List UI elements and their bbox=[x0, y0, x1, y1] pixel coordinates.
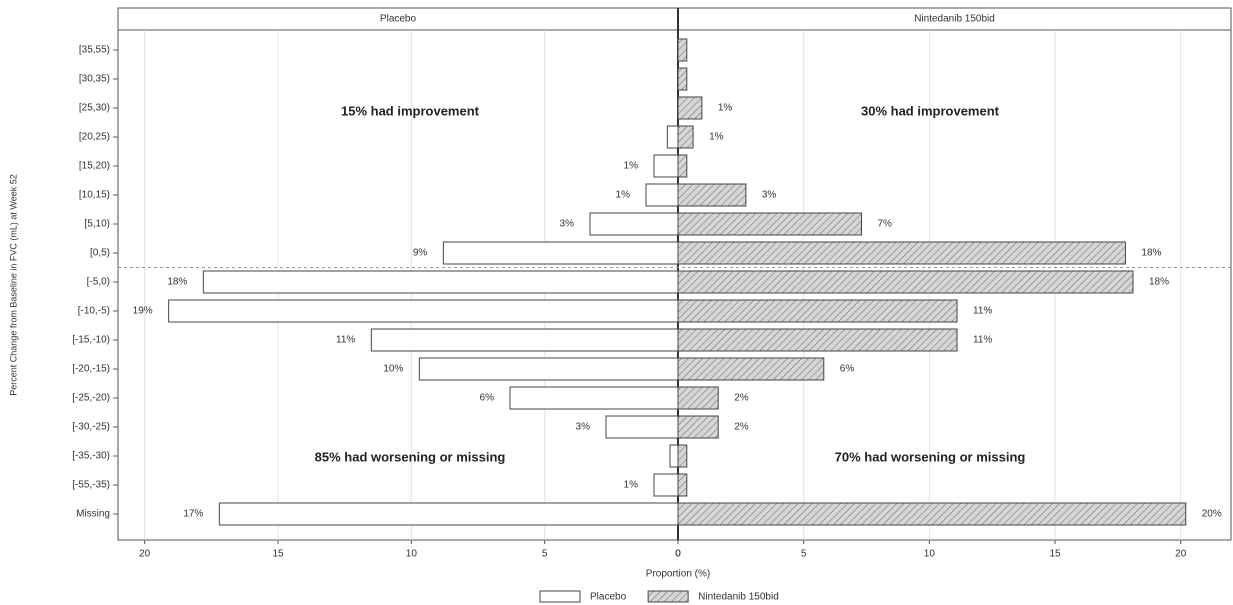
bar bbox=[653, 473, 679, 497]
bar bbox=[202, 270, 679, 294]
x-tick-label: 15 bbox=[272, 549, 284, 560]
legend-label: Placebo bbox=[590, 592, 627, 603]
annotation: 15% had improvement bbox=[341, 103, 480, 118]
y-tick-label: [15,20) bbox=[79, 161, 110, 172]
y-tick-label: [5,10) bbox=[84, 219, 110, 230]
plot-frame bbox=[117, 29, 1232, 541]
x-tick-label: 5 bbox=[542, 549, 548, 560]
bar bbox=[677, 328, 958, 352]
x-tick-label: 20 bbox=[1175, 549, 1187, 560]
bar bbox=[677, 473, 688, 497]
bar bbox=[589, 212, 679, 236]
value-label: 1% bbox=[709, 132, 724, 143]
y-tick-label: [35,55) bbox=[79, 45, 110, 56]
value-label: 18% bbox=[1149, 277, 1169, 288]
value-label: 6% bbox=[840, 364, 855, 375]
bar bbox=[677, 67, 688, 91]
y-tick-label: [10,15) bbox=[79, 190, 110, 201]
y-tick-label: [-5,0) bbox=[87, 277, 110, 288]
bar bbox=[653, 154, 679, 178]
bar bbox=[677, 386, 719, 410]
bar bbox=[677, 415, 719, 439]
bar bbox=[677, 154, 688, 178]
bar bbox=[645, 183, 679, 207]
value-label: 11% bbox=[973, 335, 992, 346]
y-tick-label: [-20,-15) bbox=[72, 364, 110, 375]
legend-swatch bbox=[647, 590, 689, 603]
y-tick-label: [-35,-30) bbox=[72, 451, 110, 462]
bar bbox=[677, 444, 688, 468]
bar bbox=[370, 328, 679, 352]
bar bbox=[677, 241, 1126, 265]
x-tick-label: 0 bbox=[675, 549, 681, 560]
value-label: 9% bbox=[413, 248, 428, 259]
bar bbox=[677, 183, 747, 207]
y-tick-label: [0,5) bbox=[90, 248, 110, 259]
annotation: 30% had improvement bbox=[861, 103, 1000, 118]
value-label: 2% bbox=[734, 393, 749, 404]
bar bbox=[442, 241, 679, 265]
y-tick-label: [-25,-20) bbox=[72, 393, 110, 404]
x-tick-label: 5 bbox=[801, 549, 807, 560]
value-label: 20% bbox=[1202, 509, 1222, 520]
annotation: 70% had worsening or missing bbox=[835, 449, 1026, 464]
bar bbox=[677, 212, 862, 236]
bar bbox=[669, 444, 679, 468]
x-tick-label: 0 bbox=[675, 549, 681, 560]
value-label: 11% bbox=[973, 306, 992, 317]
value-label: 10% bbox=[383, 364, 403, 375]
panel-title: Nintedanib 150bid bbox=[914, 14, 995, 25]
bar bbox=[168, 299, 679, 323]
legend-label: Nintedanib 150bid bbox=[698, 592, 779, 603]
bar bbox=[677, 38, 688, 62]
x-tick-label: 15 bbox=[1049, 549, 1061, 560]
bar bbox=[509, 386, 679, 410]
value-label: 3% bbox=[560, 219, 575, 230]
x-tick-label: 10 bbox=[924, 549, 936, 560]
y-tick-label: [-10,-5) bbox=[78, 306, 110, 317]
y-tick-label: [-15,-10) bbox=[72, 335, 110, 346]
legend-swatch bbox=[539, 590, 581, 603]
annotation: 85% had worsening or missing bbox=[315, 449, 506, 464]
value-label: 3% bbox=[762, 190, 777, 201]
value-label: 11% bbox=[336, 335, 355, 346]
bar bbox=[666, 125, 679, 149]
bar bbox=[677, 299, 958, 323]
y-tick-label: [20,25) bbox=[79, 132, 110, 143]
value-label: 2% bbox=[734, 422, 749, 433]
value-label: 18% bbox=[1141, 248, 1161, 259]
y-tick-label: [30,35) bbox=[79, 74, 110, 85]
panel-title: Placebo bbox=[380, 14, 417, 25]
y-tick-label: Missing bbox=[76, 509, 110, 520]
bar bbox=[677, 125, 694, 149]
value-label: 1% bbox=[624, 161, 639, 172]
x-axis-label: Proportion (%) bbox=[646, 569, 710, 580]
value-label: 1% bbox=[624, 480, 639, 491]
value-label: 1% bbox=[616, 190, 631, 201]
value-label: 7% bbox=[877, 219, 892, 230]
y-tick-label: [-30,-25) bbox=[72, 422, 110, 433]
value-label: 3% bbox=[576, 422, 591, 433]
bar bbox=[677, 502, 1187, 526]
y-tick-label: [25,30) bbox=[79, 103, 110, 114]
value-label: 1% bbox=[718, 103, 733, 114]
value-label: 19% bbox=[133, 306, 153, 317]
value-label: 18% bbox=[167, 277, 187, 288]
value-label: 6% bbox=[480, 393, 495, 404]
y-axis-label: Percent Change from Baseline in FVC (mL)… bbox=[8, 174, 18, 395]
value-label: 17% bbox=[183, 509, 203, 520]
bar bbox=[677, 96, 703, 120]
bar bbox=[418, 357, 679, 381]
y-tick-label: [-55,-35) bbox=[72, 480, 110, 491]
bar bbox=[677, 270, 1134, 294]
x-tick-label: 10 bbox=[406, 549, 418, 560]
bar bbox=[605, 415, 679, 439]
bar bbox=[677, 357, 825, 381]
panel-header bbox=[117, 7, 1232, 31]
x-tick-label: 20 bbox=[139, 549, 151, 560]
bar bbox=[218, 502, 679, 526]
